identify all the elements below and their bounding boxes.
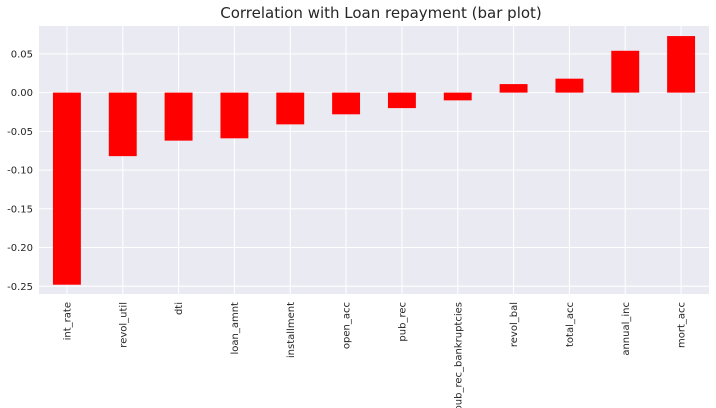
y-tick-label: 0.00 <box>11 88 33 99</box>
x-tick-label: revol_util <box>118 302 129 348</box>
x-tick-label: mort_acc <box>677 302 688 348</box>
x-tick-label: open_acc <box>342 302 353 349</box>
x-tick-label: installment <box>286 302 297 358</box>
x-tick-label: total_acc <box>565 302 576 347</box>
y-tick-label: 0.05 <box>11 49 33 60</box>
chart-title: Correlation with Loan repayment (bar plo… <box>220 4 542 22</box>
y-tick-label: -0.10 <box>7 166 33 177</box>
bar-pub-rec-bankruptcies <box>443 92 472 101</box>
bar-revol-util <box>108 92 137 157</box>
bar-dti <box>164 92 193 141</box>
bar-mort-acc <box>667 36 696 93</box>
x-tick-label: pub_rec_bankruptcies <box>453 302 464 408</box>
y-tick-label: -0.15 <box>7 204 33 215</box>
bar-open-acc <box>332 92 361 115</box>
grid-lines <box>39 26 709 294</box>
bar-total-acc <box>555 78 584 93</box>
bar-revol-bal <box>499 84 528 93</box>
bar-installment <box>276 92 305 125</box>
x-tick-label: loan_amnt <box>230 302 241 355</box>
x-axis-ticks: int_rate revol_util dti loan_amnt installmen… <box>62 302 687 408</box>
bar-int-rate <box>52 92 81 285</box>
x-tick-label: dti <box>174 302 185 315</box>
x-tick-label: annual_inc <box>621 302 632 356</box>
plot-area <box>39 26 709 294</box>
bar-annual-inc <box>611 50 640 93</box>
x-tick-label: revol_bal <box>509 302 520 347</box>
y-tick-label: -0.25 <box>7 282 33 293</box>
x-tick-label: pub_rec <box>397 302 408 342</box>
bars <box>52 36 696 285</box>
bar-pub-rec <box>387 92 416 109</box>
y-tick-label: -0.20 <box>7 243 33 254</box>
y-tick-label: -0.05 <box>7 127 33 138</box>
x-tick-label: int_rate <box>62 302 73 340</box>
bar-loan-amnt <box>220 92 249 139</box>
y-axis-ticks: -0.25 -0.20 -0.15 -0.10 -0.05 0.00 0.05 <box>7 49 33 292</box>
